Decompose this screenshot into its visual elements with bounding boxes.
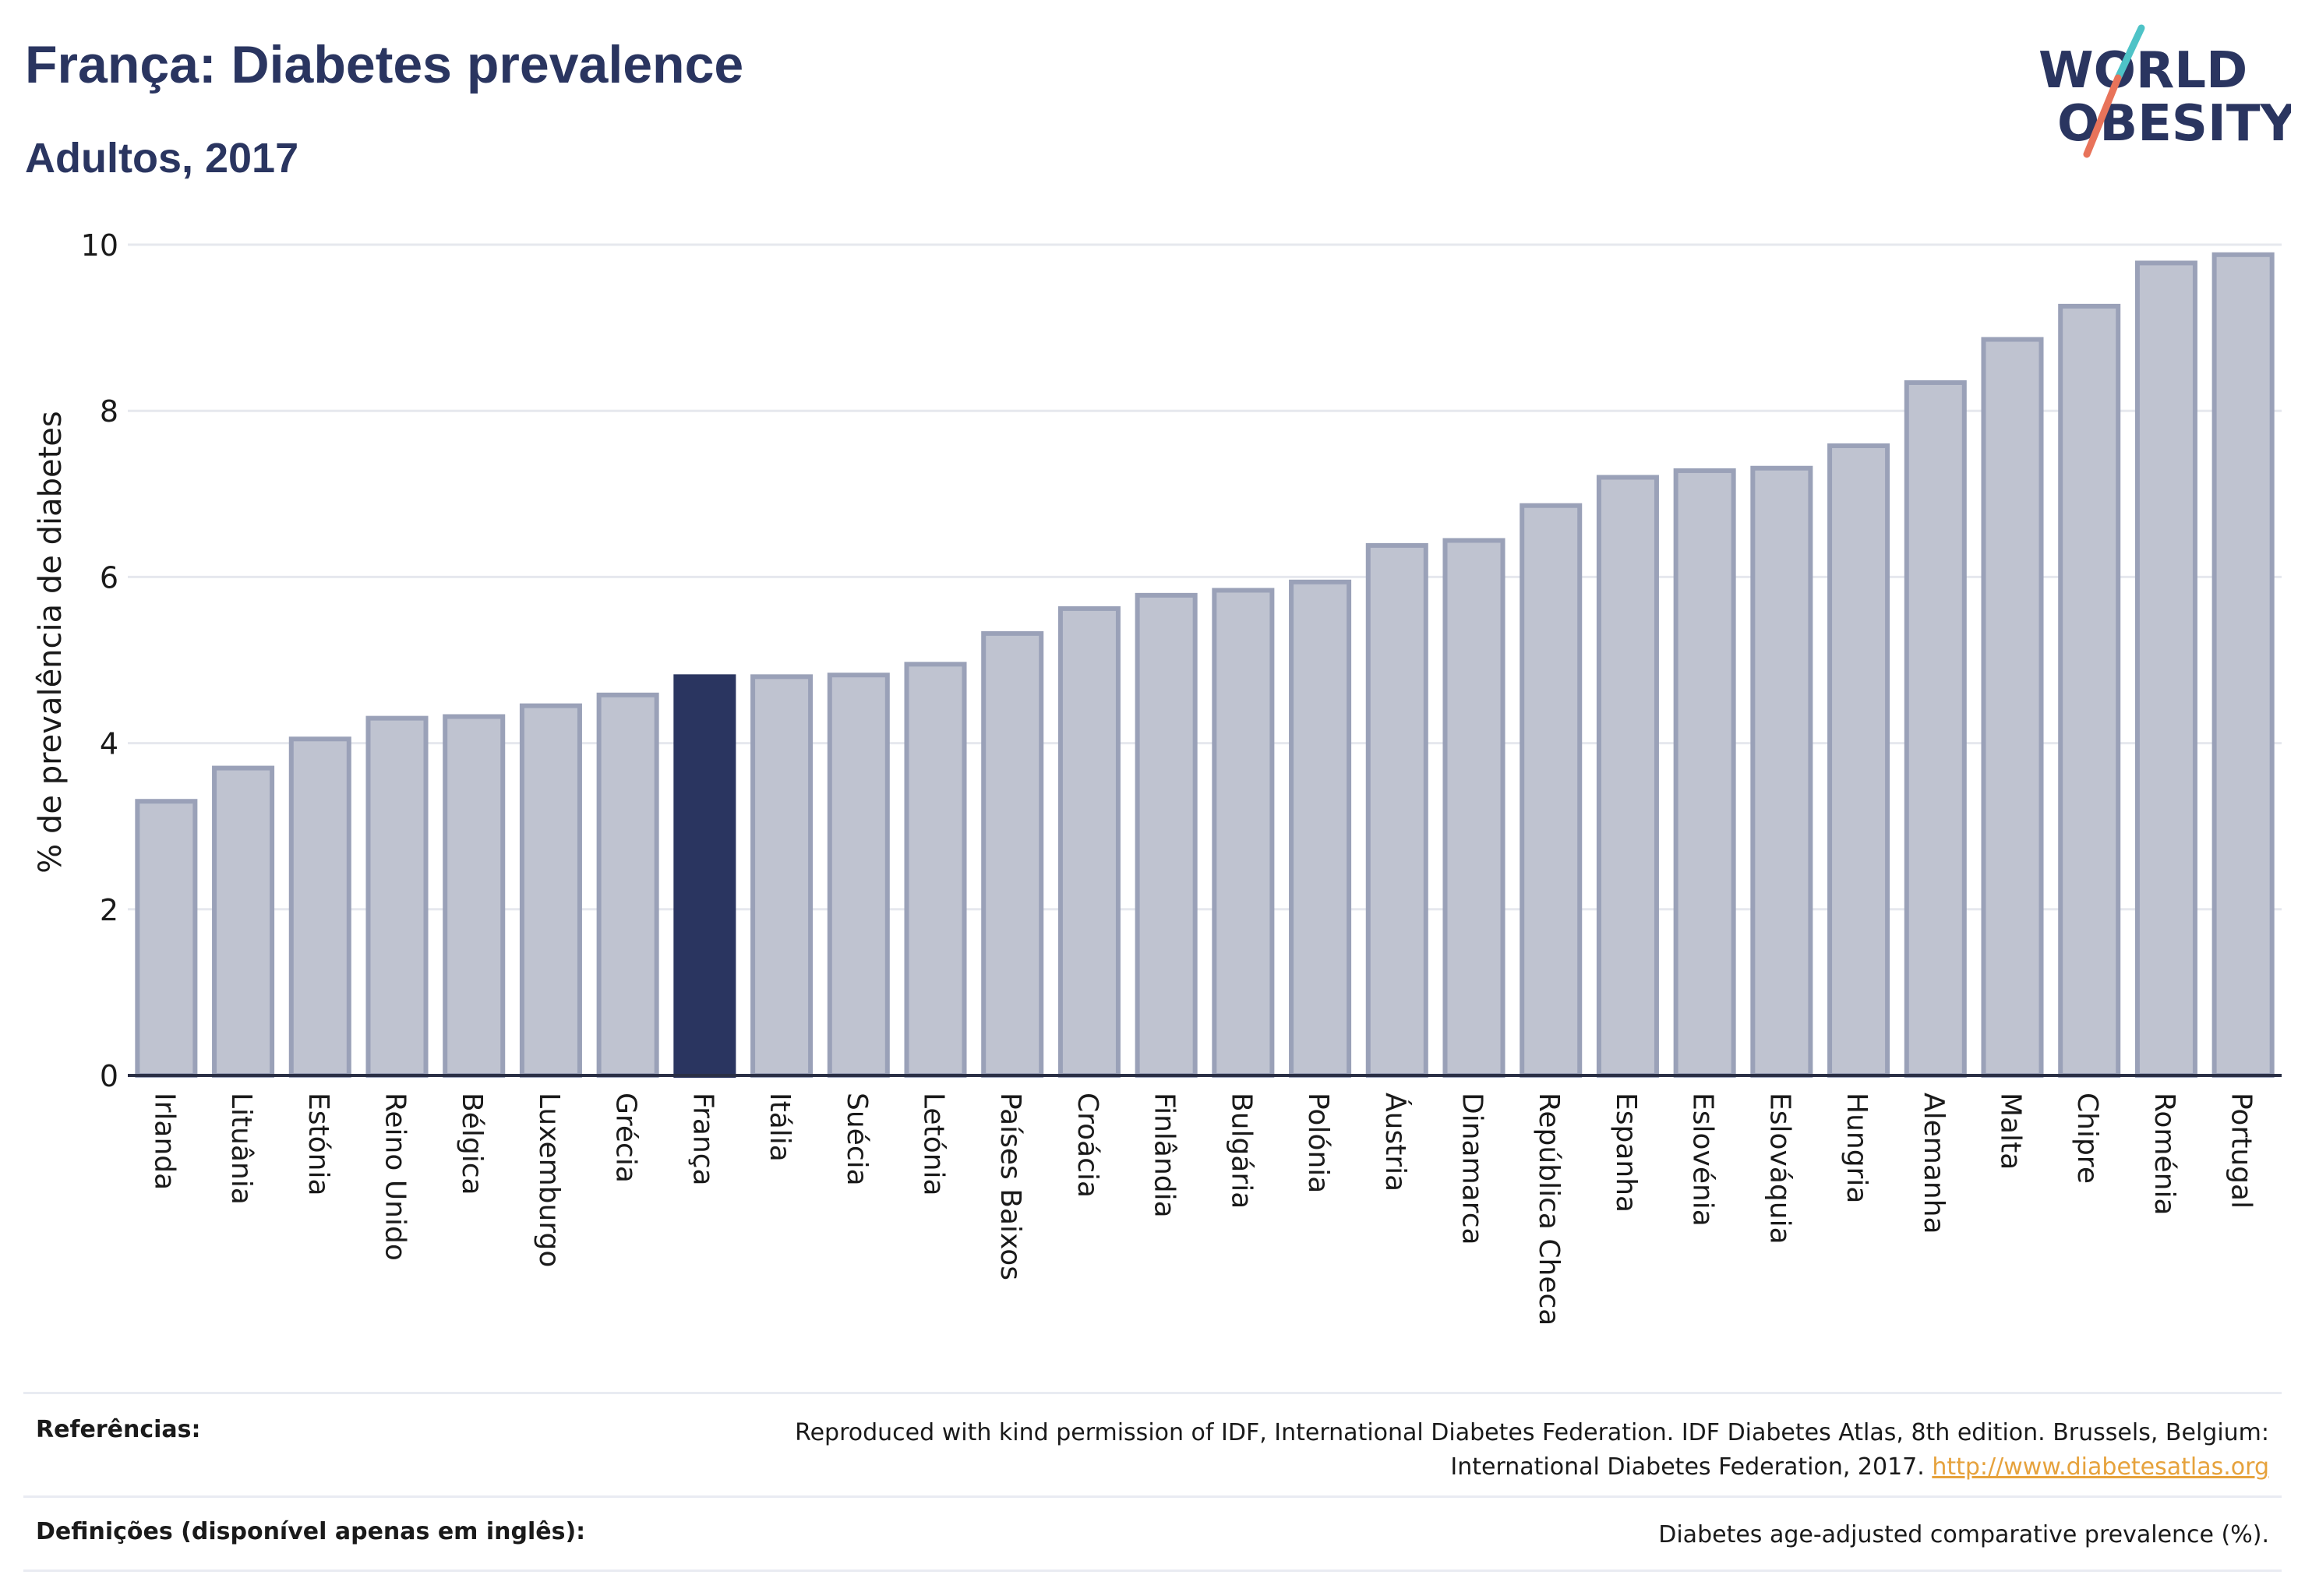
x-tick-label: Reino Unido	[379, 1093, 411, 1261]
x-tick-label: Dinamarca	[1456, 1093, 1488, 1245]
bar	[981, 630, 1044, 1078]
x-tick-label: Alemanha	[1918, 1093, 1950, 1234]
x-tick-label: Letónia	[918, 1093, 950, 1196]
x-tick-label: Bélgica	[456, 1093, 488, 1195]
bar	[596, 692, 659, 1078]
bar	[212, 765, 275, 1079]
world-obesity-logo: WORLD OBESITY	[2038, 24, 2291, 158]
bar	[673, 674, 736, 1078]
chart-title: França: Diabetes prevalence	[25, 35, 744, 94]
x-tick-label: Irlanda	[148, 1093, 180, 1190]
bar	[365, 715, 429, 1078]
bar	[1135, 592, 1198, 1078]
definitions-text: Diabetes age-adjusted comparative preval…	[1658, 1521, 2269, 1548]
bar	[288, 736, 351, 1079]
x-tick-label: Espanha	[1610, 1093, 1642, 1213]
x-tick-label: Áustria	[1379, 1093, 1412, 1192]
bar	[1365, 542, 1428, 1078]
bar	[1289, 579, 1352, 1078]
references-line1: Reproduced with kind permission of IDF, …	[795, 1419, 2269, 1446]
references-table: Referências: Reproduced with kind permis…	[23, 1392, 2282, 1572]
x-tick-label: Chipre	[2071, 1093, 2103, 1184]
logo-line1: WORLD	[2038, 42, 2247, 100]
x-tick-label: Estónia	[302, 1093, 334, 1196]
logo-slash-coral	[2083, 74, 2122, 158]
x-tick-label: Lituânia	[225, 1093, 257, 1205]
bar	[750, 674, 814, 1078]
y-tick-label: 0	[100, 1059, 118, 1093]
bar	[2134, 260, 2197, 1078]
y-tick-label: 6	[100, 560, 118, 595]
x-tick-label: Suécia	[841, 1093, 873, 1186]
definitions-row: Definições (disponível apenas em inglês)…	[23, 1495, 2282, 1572]
x-tick-label: Malta	[1995, 1093, 2027, 1170]
references-row: Referências: Reproduced with kind permis…	[23, 1392, 2282, 1495]
x-tick-label: Eslováquia	[1763, 1093, 1795, 1245]
bar	[827, 673, 890, 1078]
references-text: Reproduced with kind permission of IDF, …	[795, 1416, 2282, 1485]
bar	[1442, 538, 1505, 1078]
x-tick-label: Países Baixos	[994, 1093, 1026, 1280]
bar	[1520, 503, 1583, 1078]
bars	[135, 252, 2275, 1079]
x-tick-label: Portugal	[2226, 1093, 2257, 1209]
y-axis-label: % de prevalência de diabetes	[33, 411, 69, 873]
axes: 0 2 4 6 8 10 Irlanda Lituânia Estónia Reino Unido…	[81, 228, 2282, 1326]
diabetes-atlas-link[interactable]: http://www.diabetesatlas.org	[1932, 1453, 2269, 1481]
x-tick-label: Luxemburgo	[533, 1093, 565, 1267]
chart-subtitle: Adultos, 2017	[25, 135, 299, 182]
references-line2: International Diabetes Federation, 2017.	[1450, 1453, 1925, 1481]
x-tick-label: Eslovénia	[1687, 1093, 1719, 1227]
y-tick-label: 8	[100, 394, 118, 429]
x-tick-label: Hungria	[1841, 1093, 1873, 1203]
x-tick-label: Bulgária	[1225, 1093, 1257, 1209]
bar	[443, 714, 506, 1078]
y-tick-label: 4	[100, 727, 118, 761]
x-tick-label: República Checa	[1533, 1093, 1565, 1326]
x-tick-label: França	[687, 1093, 718, 1186]
references-label: Referências:	[36, 1416, 201, 1443]
bar	[1981, 337, 2044, 1078]
bar	[904, 662, 967, 1078]
bar	[1057, 606, 1121, 1078]
bar	[2211, 252, 2275, 1078]
definitions-label: Definições (disponível apenas em inglês)…	[36, 1518, 586, 1545]
bar	[1827, 443, 1890, 1078]
bar	[1212, 588, 1275, 1078]
x-tick-label: Itália	[764, 1093, 796, 1162]
x-tick-label: Croácia	[1071, 1093, 1103, 1198]
x-tick-label: Grécia	[610, 1093, 642, 1183]
bar	[2058, 303, 2121, 1079]
bar	[135, 799, 198, 1078]
y-tick-label: 10	[81, 228, 118, 263]
x-tick-label: Polónia	[1302, 1093, 1334, 1193]
bar	[1904, 380, 1967, 1078]
bar	[1673, 468, 1736, 1078]
logo-slash-teal	[2114, 24, 2145, 82]
bar	[519, 703, 582, 1078]
bar	[1750, 465, 1813, 1078]
y-tick-label: 2	[100, 893, 118, 927]
bar	[1596, 475, 1659, 1078]
bar-chart: 0 2 4 6 8 10 Irlanda Lituânia Estónia Reino Unido…	[33, 228, 2282, 1326]
x-tick-label: Roménia	[2148, 1093, 2180, 1216]
x-tick-label: Finlândia	[1149, 1093, 1181, 1218]
